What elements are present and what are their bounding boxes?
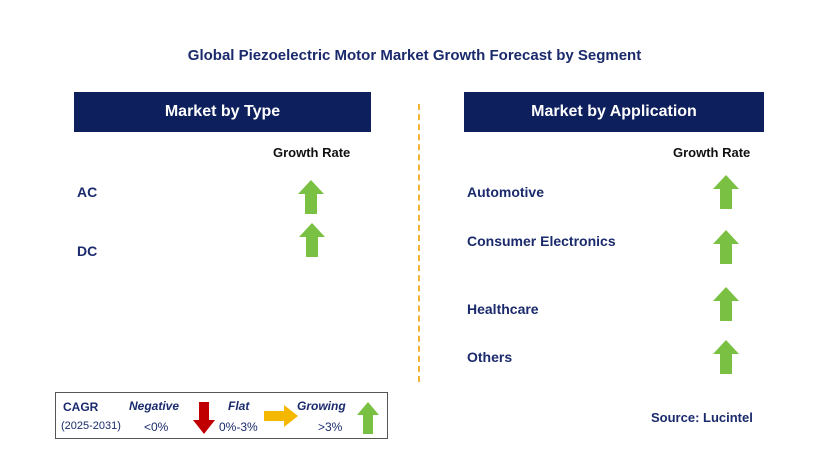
up-arrow-icon — [298, 180, 324, 214]
legend-negative-label: Negative — [129, 399, 180, 413]
application-item-others: Others — [467, 349, 513, 365]
up-arrow-icon — [713, 230, 739, 264]
application-item-healthcare: Healthcare — [467, 301, 539, 317]
source-label: Source: Lucintel — [651, 410, 753, 425]
type-growth-rate-label: Growth Rate — [273, 145, 351, 160]
cagr-legend: CAGR (2025-2031) Negative <0% Flat 0%-3%… — [55, 392, 388, 439]
application-growth-rate-label: Growth Rate — [673, 145, 751, 160]
legend-growing-label: Growing — [297, 399, 346, 413]
legend-flat-range: 0%-3% — [219, 420, 258, 434]
up-arrow-icon — [357, 402, 379, 434]
application-item-automotive: Automotive — [467, 184, 544, 200]
market-by-application-header: Market by Application — [464, 92, 764, 132]
up-arrow-icon — [713, 287, 739, 321]
up-arrow-icon — [299, 223, 325, 257]
type-item-dc: DC — [77, 243, 98, 259]
chart-title: Global Piezoelectric Motor Market Growth… — [187, 47, 642, 64]
type-item-ac: AC — [77, 184, 98, 200]
legend-negative-range: <0% — [144, 420, 169, 434]
down-arrow-icon — [193, 402, 215, 434]
legend-growing-range: >3% — [318, 420, 343, 434]
legend-flat-label: Flat — [228, 399, 250, 413]
panel-divider — [418, 104, 420, 382]
legend-period: (2025-2031) — [61, 420, 121, 432]
right-arrow-icon — [264, 405, 298, 427]
legend-cagr-label: CAGR — [63, 400, 99, 414]
up-arrow-icon — [713, 175, 739, 209]
application-item-consumer-electronics: Consumer Electronics — [467, 233, 616, 249]
up-arrow-icon — [713, 340, 739, 374]
market-by-type-header: Market by Type — [74, 92, 371, 132]
